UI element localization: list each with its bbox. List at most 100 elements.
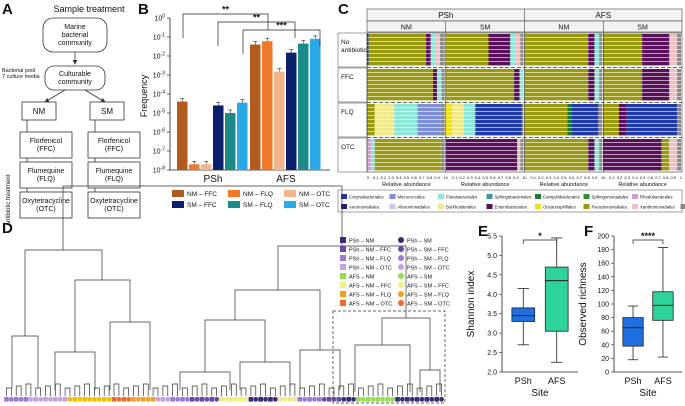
media-label: SM (637, 25, 648, 32)
abundance-segment (588, 93, 595, 97)
abundance-segment (463, 124, 476, 128)
significance-label: * (538, 231, 542, 241)
abundance-segment (519, 85, 524, 89)
abundance-segment (669, 50, 678, 54)
abundance-segment (618, 112, 627, 116)
abundance-segment (588, 62, 595, 66)
abundance-segment (426, 46, 431, 50)
abundance-segment (677, 69, 681, 73)
abundance-segment (475, 108, 522, 112)
taxon-swatch (486, 204, 493, 209)
abundance-segment (445, 159, 518, 163)
y-tick-label: 0 (605, 370, 609, 377)
significance-label: ** (222, 5, 230, 15)
dendrogram-link (397, 385, 403, 396)
abundance-segment (488, 54, 511, 58)
media-label: SM (480, 25, 491, 32)
abundance-segment (394, 112, 418, 116)
abundance-segment (520, 62, 524, 66)
abundance-segment (642, 69, 670, 73)
dendrogram-link (103, 385, 110, 396)
culturable-label: Culturable community (58, 71, 92, 86)
abundance-segment (440, 151, 445, 155)
abundance-segment (374, 132, 395, 136)
leaf-square (111, 397, 117, 402)
treatment-label: Flumequine (FLQ) (28, 168, 65, 183)
leaf-square (13, 397, 19, 402)
y-tick-label: 10-1 (153, 33, 165, 42)
x-tick-label: 1 (522, 175, 525, 180)
abundance-segment (510, 34, 515, 38)
abundance-segment (517, 167, 521, 171)
dendrogram-link (211, 387, 218, 396)
abundance-segment (626, 128, 678, 132)
abundance-segment (440, 147, 445, 151)
bar (310, 38, 321, 170)
leaf-circle (214, 396, 220, 402)
leaf-circle (106, 396, 112, 402)
category-label: AFS (654, 376, 672, 386)
taxon-swatch (583, 194, 590, 199)
leaf-square (424, 397, 430, 402)
abundance-segment (374, 124, 395, 128)
site-label: PSh (438, 11, 453, 20)
abundance-segment (445, 116, 452, 120)
legend-swatch (172, 190, 184, 197)
abundance-segment (524, 104, 568, 108)
abundance-segment (669, 167, 678, 171)
abundance-segment (367, 97, 434, 101)
leaf-square (258, 397, 263, 402)
abundance-segment (440, 143, 445, 147)
abundance-segment (445, 93, 515, 97)
abundance-segment (475, 120, 522, 124)
abundance-segment (430, 34, 436, 38)
taxon-swatch (438, 194, 444, 199)
abundance-segment (594, 42, 600, 46)
dendrogram-link (348, 383, 354, 396)
abundance-segment (677, 124, 681, 128)
taxon-swatch (389, 204, 396, 209)
abundance-segment (517, 147, 521, 151)
leaf-square (336, 397, 342, 402)
row-label-box (337, 32, 368, 68)
abundance-segment (445, 89, 515, 93)
dendrogram-link (270, 387, 276, 396)
abundance-segment (440, 163, 445, 167)
abundance-segment (374, 120, 395, 124)
abundance-segment (367, 89, 434, 93)
legend-label: PSh – NM (349, 239, 374, 245)
abundance-segment (441, 77, 445, 81)
y-tick-label: 200 (597, 234, 609, 241)
leaf-circle (48, 396, 53, 402)
abundance-segment (588, 85, 595, 89)
treatment-box (19, 161, 73, 189)
legend-label: AFS – SM (407, 275, 432, 281)
abundance-segment (603, 46, 643, 50)
leaf-circle (18, 396, 24, 402)
abundance-segment (599, 85, 603, 89)
significance-label: **** (641, 231, 656, 241)
leaf-square (189, 397, 195, 402)
abundance-segment (374, 167, 441, 171)
leaf-square (307, 397, 312, 402)
leaf-circle (28, 396, 34, 402)
legend-label: SM – FFC (187, 202, 217, 209)
abundance-segment (594, 93, 600, 97)
abundance-segment (368, 54, 427, 58)
abundance-segment (367, 120, 375, 124)
legend-label: NM – FFC (187, 191, 217, 198)
abundance-segment (367, 58, 369, 62)
abundance-segment (367, 116, 375, 120)
significance-bracket (522, 239, 558, 244)
bar (237, 102, 248, 170)
category-label: PSh (515, 376, 532, 386)
abundance-segment (603, 93, 643, 97)
abundance-segment (669, 147, 678, 151)
abundance-segment (367, 81, 434, 85)
abundance-segment (594, 151, 600, 155)
abundance-segment (463, 128, 476, 132)
x-tick-label: 0.3 (624, 175, 630, 180)
abundance-segment (441, 89, 445, 93)
x-tick-label: 0.9 (434, 175, 440, 180)
